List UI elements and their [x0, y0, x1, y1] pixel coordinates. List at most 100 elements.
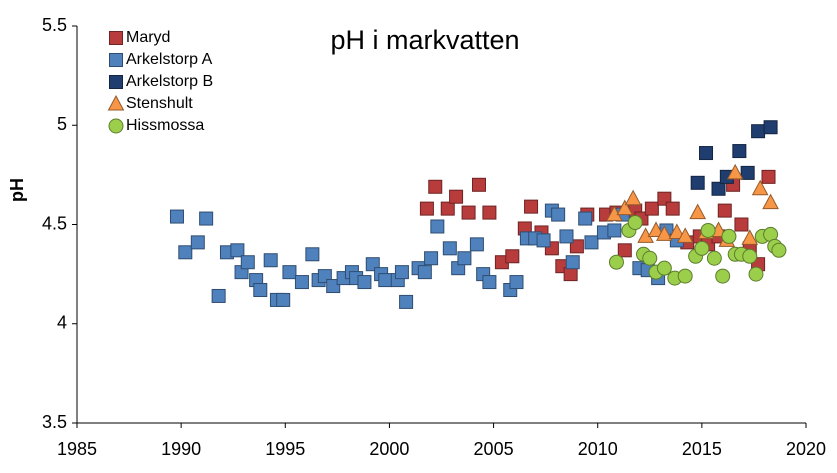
legend-label: Arkelstorp A [126, 51, 213, 68]
legend-marker [107, 94, 125, 111]
marker [326, 279, 341, 294]
marker [482, 275, 497, 290]
y-axis-label: pH [7, 178, 27, 202]
marker [642, 250, 658, 266]
marker [230, 243, 245, 258]
y-tick-label: 5.5 [42, 15, 67, 35]
marker [763, 120, 778, 135]
x-tick-label: 1995 [265, 439, 305, 459]
marker [584, 235, 599, 250]
marker [721, 228, 737, 244]
marker [617, 243, 632, 258]
marker [442, 241, 457, 256]
marker [469, 237, 484, 252]
marker [199, 211, 214, 226]
marker [524, 199, 539, 214]
marker [294, 275, 309, 290]
marker [616, 199, 634, 216]
legend-label: Stenshult [126, 95, 193, 112]
marker [676, 227, 694, 243]
marker [169, 209, 184, 224]
marker [700, 222, 716, 238]
x-tick-label: 1985 [57, 439, 97, 459]
legend-marker [109, 75, 123, 89]
marker [430, 219, 445, 234]
marker [742, 248, 758, 264]
y-tick-label: 5 [57, 114, 67, 134]
marker [565, 255, 580, 270]
x-tick-label: 2020 [786, 439, 826, 459]
marker [762, 193, 779, 210]
marker [717, 203, 732, 218]
marker [471, 177, 486, 192]
marker [624, 189, 642, 206]
marker [578, 211, 593, 226]
marker [607, 223, 622, 238]
marker [417, 265, 432, 280]
marker [711, 181, 726, 196]
marker [253, 283, 268, 298]
legend-label: Arkelstorp B [126, 73, 213, 90]
marker [644, 201, 659, 216]
marker [263, 253, 278, 268]
marker [428, 179, 443, 194]
marker [509, 275, 524, 290]
marker [563, 267, 578, 282]
marker [715, 268, 731, 284]
marker [551, 207, 566, 222]
marker [734, 217, 749, 232]
marker [771, 242, 787, 258]
marker [726, 163, 744, 180]
marker [748, 266, 764, 282]
marker [461, 205, 476, 220]
marker [647, 221, 665, 237]
marker [559, 229, 574, 244]
marker [482, 205, 497, 220]
marker [449, 189, 464, 204]
legend-label: Hissmossa [126, 117, 204, 134]
x-tick-label: 2010 [578, 439, 618, 459]
marker [569, 239, 584, 254]
marker [240, 255, 255, 270]
marker [656, 225, 673, 241]
legend-marker [108, 118, 124, 134]
y-tick-label: 4 [57, 313, 67, 333]
marker [741, 229, 759, 245]
marker [305, 247, 320, 262]
marker [211, 288, 226, 303]
marker [457, 251, 472, 266]
marker [190, 235, 205, 250]
y-tick-label: 3.5 [42, 412, 67, 432]
x-tick-label: 2005 [474, 439, 514, 459]
marker [357, 275, 372, 290]
marker [761, 169, 776, 184]
x-tick-label: 1990 [161, 439, 201, 459]
x-tick-label: 2000 [369, 439, 409, 459]
marker [699, 146, 714, 161]
legend-label: Maryd [126, 29, 170, 46]
marker [282, 265, 297, 280]
marker [706, 250, 722, 266]
marker [608, 254, 624, 270]
marker [668, 223, 686, 239]
marker [694, 240, 710, 256]
marker [178, 245, 193, 260]
marker [732, 144, 747, 159]
marker [276, 292, 291, 307]
y-tick-label: 4.5 [42, 213, 67, 233]
marker [505, 249, 520, 264]
marker [665, 201, 680, 216]
marker [740, 165, 755, 180]
marker [424, 251, 439, 266]
marker [536, 233, 551, 248]
marker [419, 201, 434, 216]
marker [627, 215, 643, 231]
marker [440, 201, 455, 216]
marker [751, 124, 766, 139]
marker [399, 294, 414, 309]
marker [656, 260, 672, 276]
marker [690, 175, 705, 190]
marker [677, 268, 693, 284]
x-tick-label: 2015 [682, 439, 722, 459]
